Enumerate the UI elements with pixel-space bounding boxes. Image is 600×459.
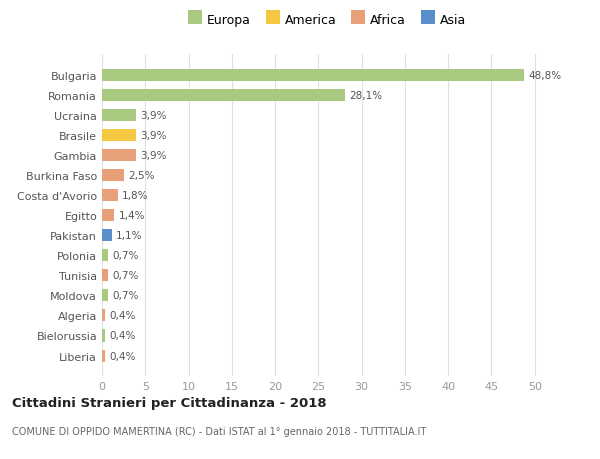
Legend: Europa, America, Africa, Asia: Europa, America, Africa, Asia	[184, 10, 470, 30]
Text: 3,9%: 3,9%	[140, 111, 167, 121]
Bar	[102, 330, 106, 342]
Bar	[102, 250, 108, 262]
Bar	[102, 270, 108, 282]
Bar	[102, 310, 106, 322]
Text: 2,5%: 2,5%	[128, 171, 154, 181]
Bar	[102, 210, 114, 222]
Text: 0,4%: 0,4%	[110, 331, 136, 341]
Bar	[102, 130, 136, 142]
Text: 1,8%: 1,8%	[122, 191, 148, 201]
Text: 0,7%: 0,7%	[112, 251, 139, 261]
Text: COMUNE DI OPPIDO MAMERTINA (RC) - Dati ISTAT al 1° gennaio 2018 - TUTTITALIA.IT: COMUNE DI OPPIDO MAMERTINA (RC) - Dati I…	[12, 426, 426, 436]
Text: 0,4%: 0,4%	[110, 351, 136, 361]
Text: Cittadini Stranieri per Cittadinanza - 2018: Cittadini Stranieri per Cittadinanza - 2…	[12, 396, 326, 409]
Bar	[102, 190, 118, 202]
Text: 28,1%: 28,1%	[350, 91, 383, 101]
Text: 3,9%: 3,9%	[140, 151, 167, 161]
Text: 0,7%: 0,7%	[112, 291, 139, 301]
Bar	[102, 150, 136, 162]
Bar	[102, 230, 112, 242]
Bar	[102, 110, 136, 122]
Bar	[102, 350, 106, 362]
Text: 1,4%: 1,4%	[118, 211, 145, 221]
Text: 3,9%: 3,9%	[140, 131, 167, 141]
Bar	[102, 70, 524, 82]
Bar	[102, 290, 108, 302]
Text: 48,8%: 48,8%	[529, 71, 562, 81]
Text: 1,1%: 1,1%	[116, 231, 142, 241]
Bar	[102, 170, 124, 182]
Bar	[102, 90, 345, 102]
Text: 0,7%: 0,7%	[112, 271, 139, 281]
Text: 0,4%: 0,4%	[110, 311, 136, 321]
